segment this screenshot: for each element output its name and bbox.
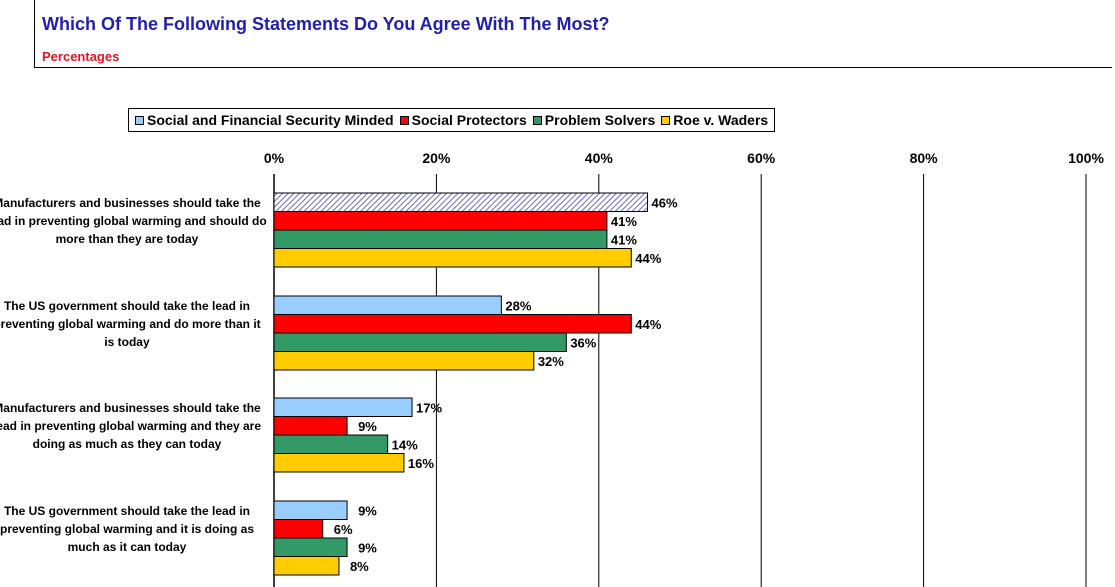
x-tick-label: 80% <box>910 150 939 166</box>
x-tick-label: 60% <box>747 150 776 166</box>
data-label: 17% <box>416 400 442 415</box>
data-label: 44% <box>635 317 661 332</box>
bar <box>273 192 649 212</box>
data-label: 14% <box>392 437 418 452</box>
legend-label: Problem Solvers <box>544 112 656 128</box>
legend-label: Social Protectors <box>411 112 527 128</box>
legend-item: Social and Financial Security Minded <box>135 112 394 128</box>
legend-item: Social Protectors <box>399 112 527 128</box>
page-subtitle: Percentages <box>42 49 120 64</box>
bar <box>273 397 413 417</box>
legend-swatch <box>532 115 542 125</box>
bar <box>273 434 389 454</box>
legend-swatch <box>399 115 409 125</box>
data-label: 28% <box>505 298 531 313</box>
data-label: 8% <box>350 559 369 574</box>
category-label: Manufacturers and businesses should take… <box>0 401 262 451</box>
bar <box>273 416 348 436</box>
data-label: 9% <box>358 419 377 434</box>
bar <box>273 229 608 249</box>
bar <box>273 519 324 539</box>
data-label: 41% <box>611 232 637 247</box>
data-label: 32% <box>538 354 564 369</box>
bar <box>273 500 348 520</box>
legend-label: Social and Financial Security Minded <box>147 112 394 128</box>
bar <box>273 537 348 557</box>
legend-label: Roe v. Waders <box>673 112 769 128</box>
data-label: 46% <box>652 195 678 210</box>
data-label: 44% <box>635 251 661 266</box>
bar <box>273 453 405 473</box>
x-tick-label: 20% <box>422 150 451 166</box>
bar <box>273 556 340 576</box>
data-label: 9% <box>358 503 377 518</box>
data-label: 9% <box>358 540 377 555</box>
page-title: Which Of The Following Statements Do You… <box>42 14 610 34</box>
x-tick-label: 40% <box>585 150 614 166</box>
legend-swatch <box>661 115 671 125</box>
bar <box>273 332 567 352</box>
chart-legend: Social and Financial Security Minded Soci… <box>128 108 776 132</box>
legend-swatch <box>135 115 144 125</box>
category-label: The US government should take the lead i… <box>0 299 261 349</box>
category-label: The US government should take the lead i… <box>0 504 255 554</box>
legend-item: Roe v. Waders <box>661 112 768 128</box>
data-label: 6% <box>334 522 353 537</box>
bar <box>273 248 632 268</box>
bar <box>273 211 608 231</box>
category-label: Manufacturers and businesses should take… <box>0 196 267 246</box>
bar <box>273 314 632 334</box>
data-label: 41% <box>611 214 637 229</box>
data-label: 16% <box>408 456 434 471</box>
x-tick-label: 0% <box>264 150 285 166</box>
x-tick-label: 100% <box>1068 150 1104 166</box>
bar <box>273 351 535 371</box>
bar <box>273 295 502 315</box>
legend-item: Problem Solvers <box>532 112 656 128</box>
data-label: 36% <box>570 335 596 350</box>
header-frame <box>34 0 1112 68</box>
